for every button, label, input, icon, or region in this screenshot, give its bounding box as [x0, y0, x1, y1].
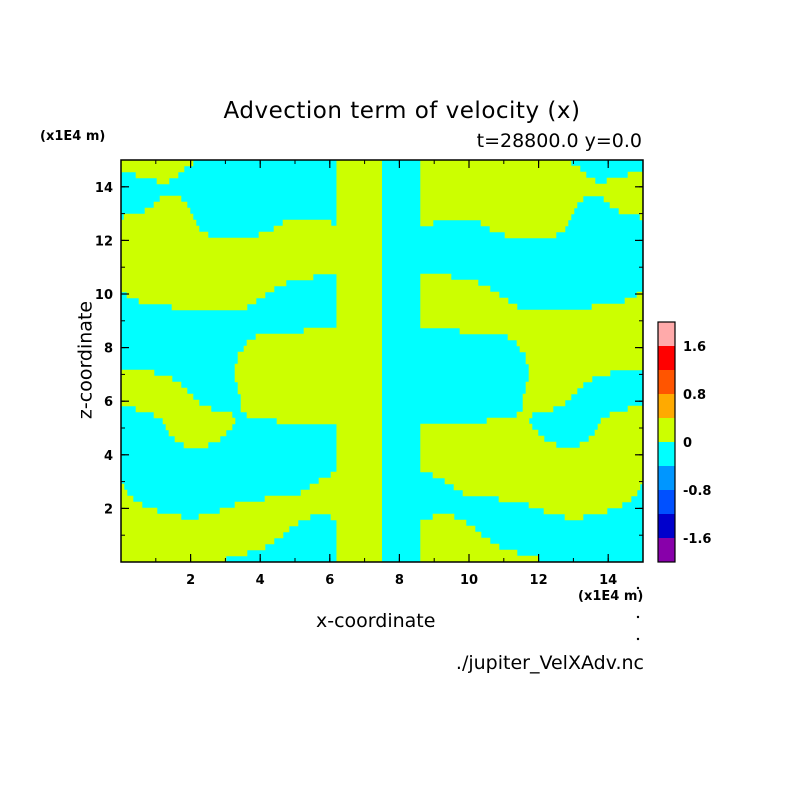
- colorbar-tick-label: 0: [683, 436, 692, 451]
- colorbar-swatch: [658, 418, 675, 442]
- x-axis-unit: (x1E4 m): [578, 589, 644, 604]
- y-tick: 14: [95, 181, 643, 196]
- x-tick-label: 10: [460, 573, 478, 588]
- colorbar-swatch: [658, 370, 675, 394]
- y-tick: 4: [104, 449, 643, 464]
- y-tick-label: 14: [95, 181, 113, 196]
- colorbar-tick: 1.6: [683, 340, 706, 355]
- y-tick-label: 10: [95, 288, 113, 303]
- y-tick-label: 2: [104, 502, 113, 517]
- negative-centre-band: [382, 160, 421, 562]
- plot-frame: [120, 159, 644, 563]
- contour-field: [121, 160, 643, 562]
- y-tick-label: 12: [95, 234, 113, 249]
- colorbar-swatch: [658, 466, 675, 490]
- colorbar-swatch: [658, 514, 675, 538]
- colorbar-tick-label: -0.8: [683, 484, 711, 499]
- chart-subtitle: t=28800.0 y=0.0: [476, 130, 642, 152]
- x-tick-label: 4: [256, 573, 265, 588]
- colorbar-tick: 0.8: [683, 388, 706, 403]
- colorbar-swatch: [658, 490, 675, 514]
- y-tick: 8: [104, 342, 643, 357]
- decorative-marks: [636, 586, 640, 641]
- y-tick: 10: [95, 288, 643, 303]
- colorbar-swatch: [658, 442, 675, 466]
- colorbar-swatch: [658, 322, 675, 346]
- y-tick-label: 6: [104, 395, 113, 410]
- z-axis-unit: (x1E4 m): [40, 129, 106, 144]
- x-tick-label: 12: [530, 573, 548, 588]
- colorbar-tick: -0.8: [683, 484, 711, 499]
- source-filename: ./jupiter_VelXAdv.nc: [455, 652, 644, 674]
- x-tick-label: 6: [325, 573, 334, 588]
- x-tick-label: 14: [599, 573, 617, 588]
- colorbar-tick-label: 0.8: [683, 388, 706, 403]
- y-tick-label: 8: [104, 342, 113, 357]
- colorbar-tick-label: -1.6: [683, 532, 711, 547]
- colorbar-tick: -1.6: [683, 532, 711, 547]
- axes: 2 4 6 8 10 12 14 2 4 6 8 10 12 14: [95, 160, 643, 588]
- x-tick-label: 2: [186, 573, 195, 588]
- colorbar-frame: [657, 321, 676, 563]
- colorbar-tick: 0: [683, 436, 692, 451]
- colorbar-swatch: [658, 346, 675, 370]
- y-tick-label: 4: [104, 449, 113, 464]
- colorbar: 1.6 0.8 0 -0.8 -1.6: [657, 321, 711, 563]
- y-tick: 12: [95, 234, 643, 249]
- x-tick-label: 8: [395, 573, 404, 588]
- y-tick: 6: [104, 395, 643, 410]
- colorbar-swatch: [658, 538, 675, 562]
- x-axis-label: x-coordinate: [316, 610, 436, 632]
- chart-title: Advection term of velocity (x): [223, 98, 581, 124]
- colorbar-tick-label: 1.6: [683, 340, 706, 355]
- y-tick: 2: [104, 502, 643, 517]
- colorbar-swatch: [658, 394, 675, 418]
